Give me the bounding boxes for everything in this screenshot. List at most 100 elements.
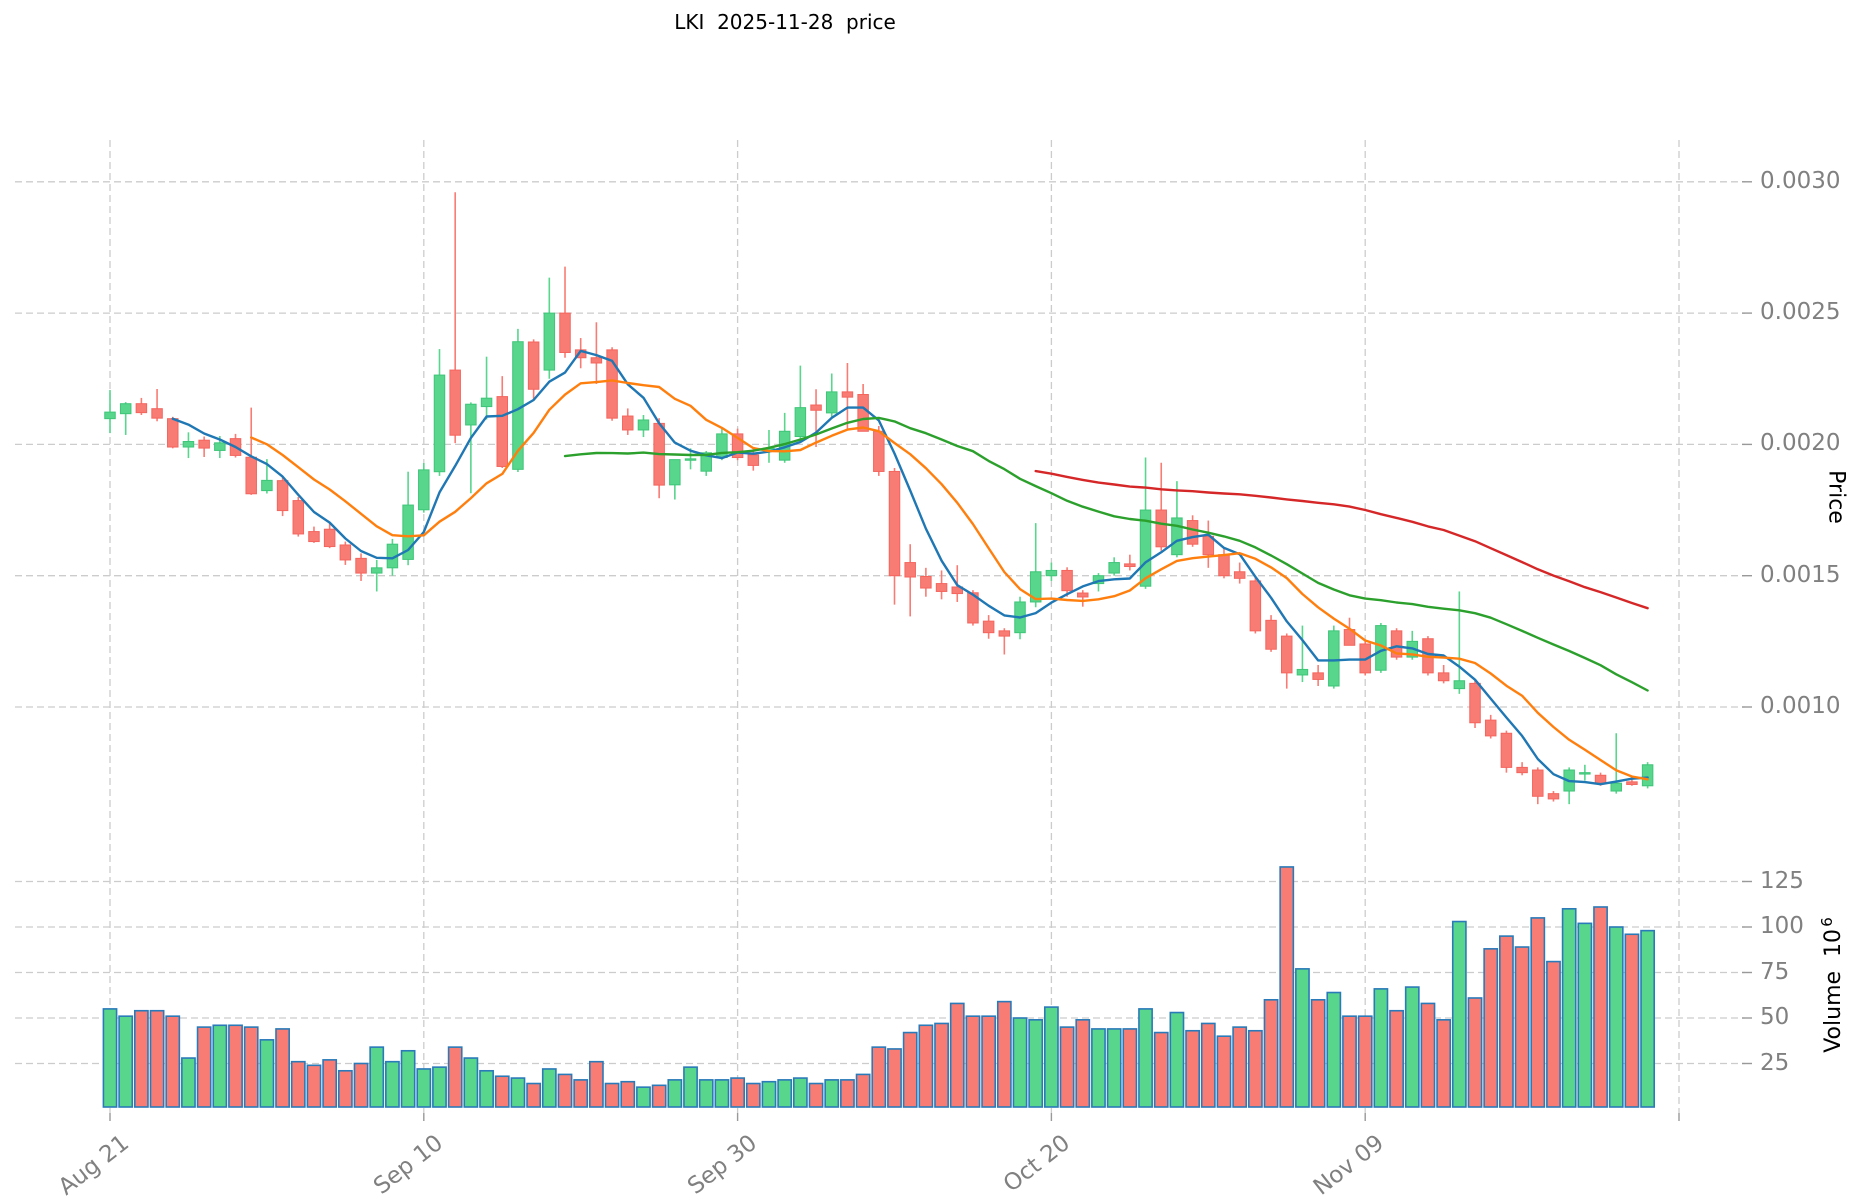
volume-bar (243, 1026, 259, 1108)
candlestick (1124, 563, 1136, 568)
chart-title: LKI 2025-11-28 price (674, 10, 896, 34)
volume-bar (1232, 1026, 1248, 1108)
candlestick (904, 562, 916, 578)
volume-bar (1499, 935, 1514, 1108)
candlestick (1500, 732, 1513, 768)
candlestick (1437, 672, 1450, 682)
volume-bar (1593, 906, 1608, 1108)
volume-bar (965, 1015, 981, 1108)
volume-bar (1357, 1015, 1373, 1108)
volume-bar (1483, 948, 1499, 1108)
volume-bar (588, 1060, 604, 1108)
volume-bar (290, 1060, 306, 1108)
candlestick (606, 349, 618, 419)
volume-bar (1216, 1035, 1232, 1108)
volume-bar (1608, 926, 1624, 1108)
volume-bar (918, 1024, 934, 1108)
volume-bar (1530, 917, 1546, 1108)
candlestick (1029, 571, 1042, 603)
moving-average-line-ma30 (563, 416, 1649, 692)
volume-bar (1012, 1017, 1028, 1108)
candlestick (967, 592, 979, 624)
volume-axis-label: Volume 10 6 (1818, 917, 1846, 1053)
volume-bar (102, 1008, 118, 1108)
candlestick (1579, 772, 1591, 775)
volume-bar (824, 1079, 840, 1108)
candlestick (527, 341, 540, 390)
volume-bar (1247, 1029, 1263, 1108)
volume-bar (698, 1079, 714, 1108)
candlestick (1202, 535, 1215, 556)
volume-bar (1373, 988, 1389, 1108)
candlestick (622, 415, 634, 431)
volume-bar (996, 1000, 1012, 1108)
candlestick (480, 397, 493, 408)
candlestick (1641, 764, 1654, 787)
candlestick (1532, 769, 1544, 797)
candlestick (1281, 635, 1293, 674)
volume-bar (494, 1075, 510, 1108)
volume-bar (871, 1046, 887, 1108)
volume-bar (1059, 1026, 1075, 1108)
candlestick (841, 391, 854, 398)
volume-bar (1561, 907, 1577, 1108)
volume-bar (1200, 1022, 1216, 1108)
candlestick (1390, 630, 1403, 658)
volume-bar (855, 1073, 871, 1108)
volume-bar (463, 1057, 479, 1108)
candlestick (1233, 571, 1246, 579)
volume-bar (1153, 1031, 1169, 1108)
volume-bar (714, 1079, 730, 1108)
candlestick (935, 583, 948, 592)
candlestick (1139, 509, 1152, 587)
volume-bar (761, 1080, 777, 1108)
volume-bar (981, 1015, 997, 1108)
candlestick (119, 403, 132, 415)
price-tick-label: 0.0025 (1760, 299, 1841, 326)
candlestick (559, 312, 571, 353)
candlestick (276, 480, 289, 512)
candlestick (402, 504, 414, 560)
candlestick (370, 567, 383, 574)
candlestick (982, 620, 995, 634)
volume-bar (1577, 922, 1593, 1108)
volume-bar (1091, 1028, 1106, 1108)
price-tick-label: 0.0015 (1760, 561, 1841, 588)
volume-bar (651, 1084, 667, 1108)
volume-bar (1420, 1002, 1436, 1108)
moving-average-line-ma60 (1034, 469, 1649, 610)
volume-bar (416, 1068, 432, 1108)
volume-bar (1122, 1028, 1138, 1108)
volume-axis-label-text: Volume 10 (1821, 928, 1847, 1053)
volume-bar (510, 1077, 526, 1108)
volume-bar (385, 1060, 400, 1108)
volume-bar (400, 1049, 416, 1108)
candlestick (339, 544, 352, 561)
candlestick (684, 458, 697, 461)
volume-bar (1514, 946, 1530, 1108)
volume-bar (1185, 1029, 1201, 1108)
candlestick (543, 312, 556, 371)
volume-bar (620, 1080, 636, 1108)
candlestick (920, 575, 932, 589)
candlestick (1594, 774, 1607, 784)
price-tick-label: 0.0030 (1760, 167, 1841, 194)
candlestick (135, 403, 148, 414)
candlestick (857, 394, 869, 432)
volume-tick-label: 125 (1760, 867, 1804, 894)
candlestick (465, 403, 477, 426)
candlestick (355, 557, 367, 574)
volume-bar (1279, 866, 1295, 1108)
candlestick (731, 433, 744, 459)
candlestick (1296, 668, 1309, 676)
candlestick (888, 470, 901, 577)
volume-bar (181, 1057, 196, 1108)
candlestick (1626, 781, 1638, 785)
volume-bar (745, 1082, 761, 1108)
candlestick (1516, 766, 1528, 774)
volume-bar (228, 1024, 243, 1108)
candlestick (323, 528, 336, 548)
volume-bar (165, 1015, 181, 1108)
candlestick (167, 418, 179, 448)
volume-bar (792, 1077, 808, 1108)
